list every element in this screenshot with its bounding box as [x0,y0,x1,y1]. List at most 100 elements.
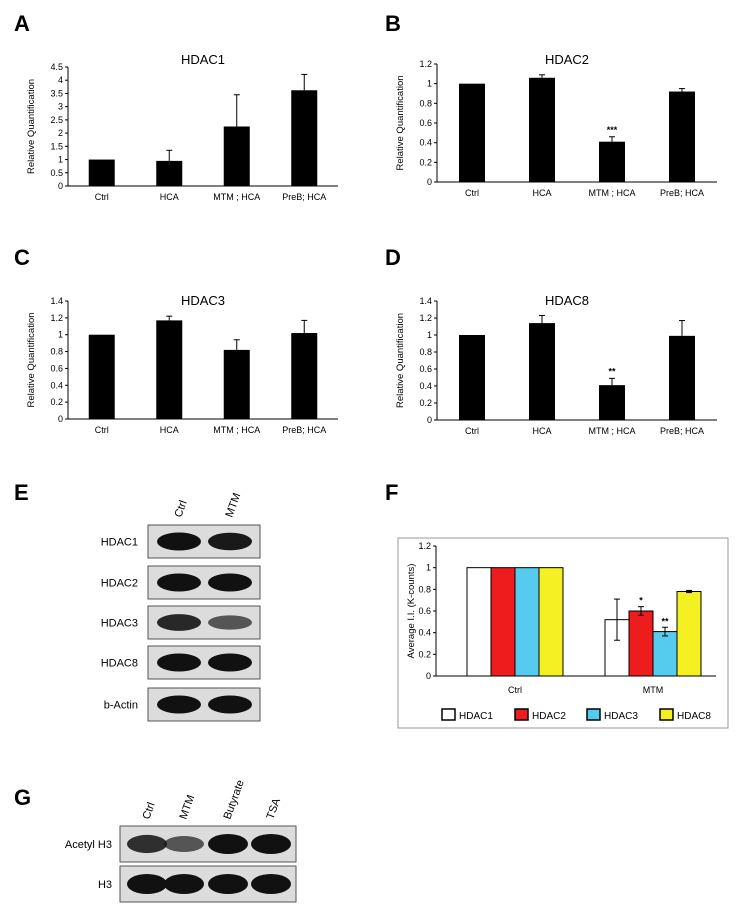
y-tick-label: 0 [58,414,63,424]
chart-frame [397,537,729,729]
blot-row-label: HDAC1 [101,537,138,549]
y-tick-label: 1.5 [50,141,63,151]
blot-row-label: b-Actin [104,700,138,712]
bar [156,160,183,186]
bar [223,349,250,419]
blot-band [164,874,204,894]
x-tick-label: Ctrl [465,426,479,436]
bar [88,159,115,186]
significance-marker: *** [607,125,618,135]
blot-band [251,874,291,894]
significance-marker: ** [661,616,669,626]
panel-letter-f: F [385,480,398,505]
y-tick-label: 1 [58,155,63,165]
y-tick-label: 0.2 [418,649,431,659]
y-axis-label: Relative Quantification [26,312,37,407]
y-tick-label: 0 [427,177,432,187]
blot-band [208,834,248,854]
y-tick-label: 0.2 [419,398,432,408]
blot-band [251,834,291,854]
panel-letter-b: B [385,11,401,36]
bar [529,323,555,420]
chart-title: HDAC3 [181,293,225,308]
chart-hdac8: HDAC8 0 0.2 0.4 0.6 0.8 1 1.2 1.4 Relative Quanti… [395,293,717,436]
x-tick-label: MTM ; HCA [213,425,260,435]
chart-title: HDAC2 [545,52,589,67]
lane-label: TSA [265,796,284,821]
blot-band [208,615,252,630]
y-tick-label: 0.8 [418,584,431,594]
blot-band [157,573,201,592]
y-tick-label: 1 [427,330,432,340]
bar [156,320,183,419]
y-tick-label: 1.4 [50,296,63,306]
y-tick-label: 0.4 [50,380,63,390]
bar [529,77,555,182]
blot-band [208,695,252,714]
bar [459,83,485,182]
bar [459,335,485,420]
significance-marker: ** [608,366,616,376]
legend-swatch [514,708,529,721]
y-tick-label: 1.2 [419,313,432,323]
legend-label: HDAC2 [532,711,566,722]
x-tick-label: MTM ; HCA [589,426,636,436]
lane-label: Ctrl [141,801,158,821]
y-tick-label: 3 [58,102,63,112]
chart-hdac1: HDAC1 0 0.5 1 1.5 2 2.5 3 3.5 4 4.5 Relative Quanti… [26,52,338,202]
panel-letter-e: E [14,480,29,505]
bar [538,567,564,677]
x-tick-label: MTM [643,685,664,695]
x-tick-label: PreB; HCA [660,426,704,436]
bar [599,141,625,182]
bar [223,126,250,186]
x-tick-label: MTM ; HCA [213,192,260,202]
y-tick-label: 0.5 [50,168,63,178]
legend-swatch [659,708,674,721]
bar [88,334,115,419]
blot-band [157,532,201,551]
y-tick-label: 0.4 [419,138,432,148]
x-tick-label: Ctrl [95,192,109,202]
blot-band [208,653,252,672]
chart-title: HDAC8 [545,293,589,308]
y-tick-label: 1 [58,330,63,340]
y-tick-label: 0.2 [50,397,63,407]
x-tick-label: Ctrl [95,425,109,435]
y-tick-label: 2.5 [50,115,63,125]
y-tick-label: 0 [426,671,431,681]
legend-swatch [586,708,601,721]
y-tick-label: 1.2 [419,59,432,69]
chart-hdac3: HDAC3 0 0.2 0.4 0.6 0.8 1 1.2 1.4 Relative Quanti… [26,293,338,435]
bar [514,567,540,677]
legend-label: HDAC8 [677,711,711,722]
y-tick-label: 0.8 [50,347,63,357]
western-blot-g: Ctrl MTM Butyrate TSA Acetyl H3 H3 [65,778,297,903]
bar [291,90,318,186]
y-tick-label: 1.2 [50,313,63,323]
x-tick-label: HCA [160,425,179,435]
x-tick-label: Ctrl [508,685,522,695]
bar [669,91,695,182]
panel-letter-c: C [14,245,30,270]
y-tick-label: 0.4 [418,628,431,638]
y-axis-label: Relative Quantification [395,313,406,408]
x-tick-label: HCA [160,192,179,202]
y-axis-label: Average I.I. (K-counts) [406,564,417,659]
x-tick-label: Ctrl [465,188,479,198]
blot-row-label: H3 [98,879,112,891]
blot-band [208,874,248,894]
y-tick-label: 4 [58,75,63,85]
y-tick-label: 0.8 [419,347,432,357]
bar [466,567,492,677]
panel-letter-a: A [14,11,30,36]
bar [628,610,654,677]
western-blot-e: Ctrl MTM HDAC1 HDAC2 HDAC3 HDAC8 b-Actin [101,491,261,722]
x-tick-label: PreB; HCA [282,192,326,202]
blot-band [127,874,167,894]
panel-letter-d: D [385,245,401,270]
y-tick-label: 1.4 [419,296,432,306]
blot-row-label: HDAC2 [101,578,138,590]
y-tick-label: 2 [58,128,63,138]
